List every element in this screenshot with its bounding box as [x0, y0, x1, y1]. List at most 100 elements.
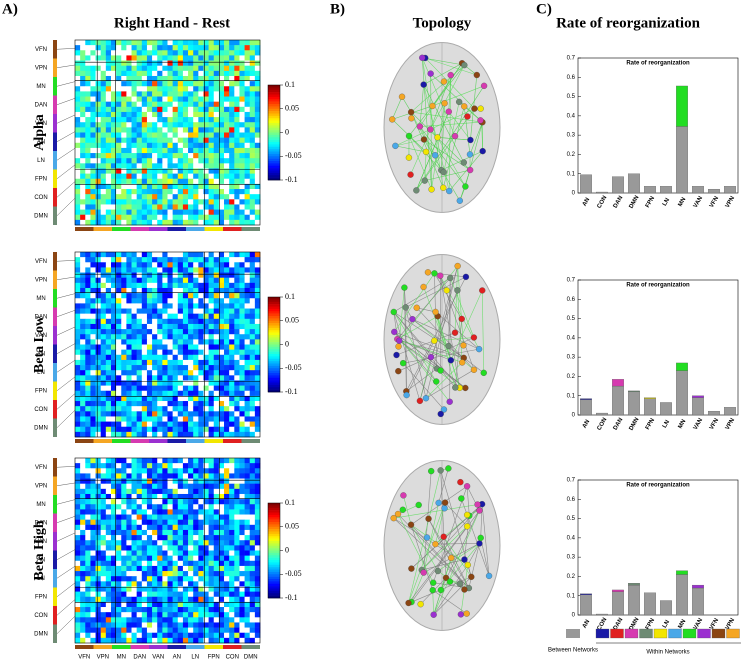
matrix-cell	[218, 344, 225, 350]
brain-node	[458, 315, 465, 323]
matrix-cell	[203, 287, 209, 294]
matrix-cell	[126, 565, 132, 572]
colorbar-cell	[268, 349, 280, 352]
matrix-cell	[162, 308, 168, 314]
colorbar-cell	[268, 593, 280, 596]
matrix-cell	[116, 406, 122, 412]
colorbar-cell	[268, 151, 280, 155]
matrix-cell	[136, 106, 143, 113]
matrix-cell	[177, 586, 184, 592]
matrix-cell	[126, 50, 132, 56]
matrix-cell	[126, 401, 132, 407]
matrix-cell	[213, 375, 220, 381]
matrix-cell	[131, 204, 137, 210]
matrix-cell	[188, 468, 194, 474]
matrix-cell	[239, 50, 245, 56]
matrix-cell	[146, 370, 153, 376]
matrix-cell	[121, 627, 127, 634]
matrix-cell	[110, 163, 117, 169]
matrix-cell	[146, 91, 153, 97]
network-pointer	[56, 499, 76, 505]
matrix-cell	[182, 617, 189, 623]
matrix-cell	[157, 308, 163, 314]
matrix-cell	[126, 555, 132, 562]
matrix-cell	[249, 194, 256, 200]
matrix-cell	[141, 153, 148, 159]
matrix-cell	[141, 209, 148, 216]
matrix-cell	[229, 416, 235, 422]
matrix-cell	[193, 277, 199, 284]
matrix-cell	[234, 122, 240, 128]
matrix-cell	[203, 576, 209, 582]
matrix-cell	[116, 153, 122, 159]
brain-edge	[449, 277, 475, 338]
matrix-cell	[100, 540, 107, 546]
matrix-cell	[213, 40, 220, 46]
matrix-cell	[110, 75, 117, 82]
matrix-cell	[75, 137, 81, 144]
matrix-cell	[90, 421, 96, 428]
matrix-cell	[254, 421, 261, 428]
matrix-cell	[116, 565, 122, 572]
matrix-cell	[254, 106, 261, 113]
matrix-cell	[157, 91, 163, 97]
matrix-cell	[229, 601, 235, 608]
matrix-cell	[116, 303, 122, 309]
brain-node	[464, 113, 471, 120]
brain-node	[485, 572, 493, 580]
matrix-cell	[90, 219, 96, 226]
matrix-cell	[213, 298, 220, 304]
matrix-cell	[172, 127, 179, 133]
matrix-cell	[95, 504, 101, 510]
matrix-cell	[105, 601, 112, 608]
matrix-cell	[146, 555, 153, 562]
matrix-cell	[198, 308, 204, 314]
matrix-cell	[188, 632, 194, 639]
matrix-cell	[177, 122, 184, 128]
matrix-cell	[157, 504, 163, 510]
matrix-cell	[177, 365, 184, 371]
matrix-cell	[224, 344, 230, 350]
matrix-cell	[131, 514, 137, 520]
matrix-cell	[239, 173, 245, 180]
network-strip	[53, 151, 57, 170]
matrix-cell	[244, 262, 251, 268]
matrix-cell	[85, 194, 91, 200]
matrix-cell	[126, 395, 132, 402]
matrix-cell	[182, 132, 189, 138]
brain-edge	[481, 290, 485, 373]
matrix-cell	[239, 535, 245, 541]
matrix-cell	[244, 529, 251, 536]
matrix-cell	[75, 344, 81, 350]
matrix-cell	[229, 632, 235, 639]
matrix-cell	[136, 339, 143, 345]
matrix-cell	[167, 596, 173, 603]
matrix-cell	[95, 111, 101, 118]
matrix-cell	[105, 189, 112, 195]
matrix-cell	[254, 458, 261, 464]
matrix-cell	[239, 147, 245, 154]
matrix-cell	[254, 158, 261, 164]
matrix-cell	[249, 406, 256, 412]
matrix-cell	[90, 514, 96, 520]
matrix-cell	[182, 209, 189, 216]
matrix-cell	[85, 519, 91, 526]
matrix-cell	[152, 287, 158, 294]
y-tick-label: 0.2	[567, 574, 576, 580]
matrix-cell	[136, 45, 143, 51]
matrix-cell	[126, 91, 132, 97]
matrix-cell	[105, 632, 112, 639]
matrix-cell	[218, 199, 225, 205]
colorbar-cell	[268, 524, 280, 528]
matrix-cell	[85, 96, 91, 102]
matrix-cell	[208, 488, 215, 495]
matrix-cell	[249, 209, 256, 216]
matrix-cell	[80, 375, 86, 381]
matrix-cell	[121, 370, 127, 376]
matrix-cell	[116, 183, 122, 190]
matrix-cell	[157, 142, 163, 149]
matrix-cell	[116, 365, 122, 371]
matrix-cell	[229, 529, 235, 536]
matrix-cell	[249, 60, 256, 66]
matrix-cell	[249, 267, 256, 273]
